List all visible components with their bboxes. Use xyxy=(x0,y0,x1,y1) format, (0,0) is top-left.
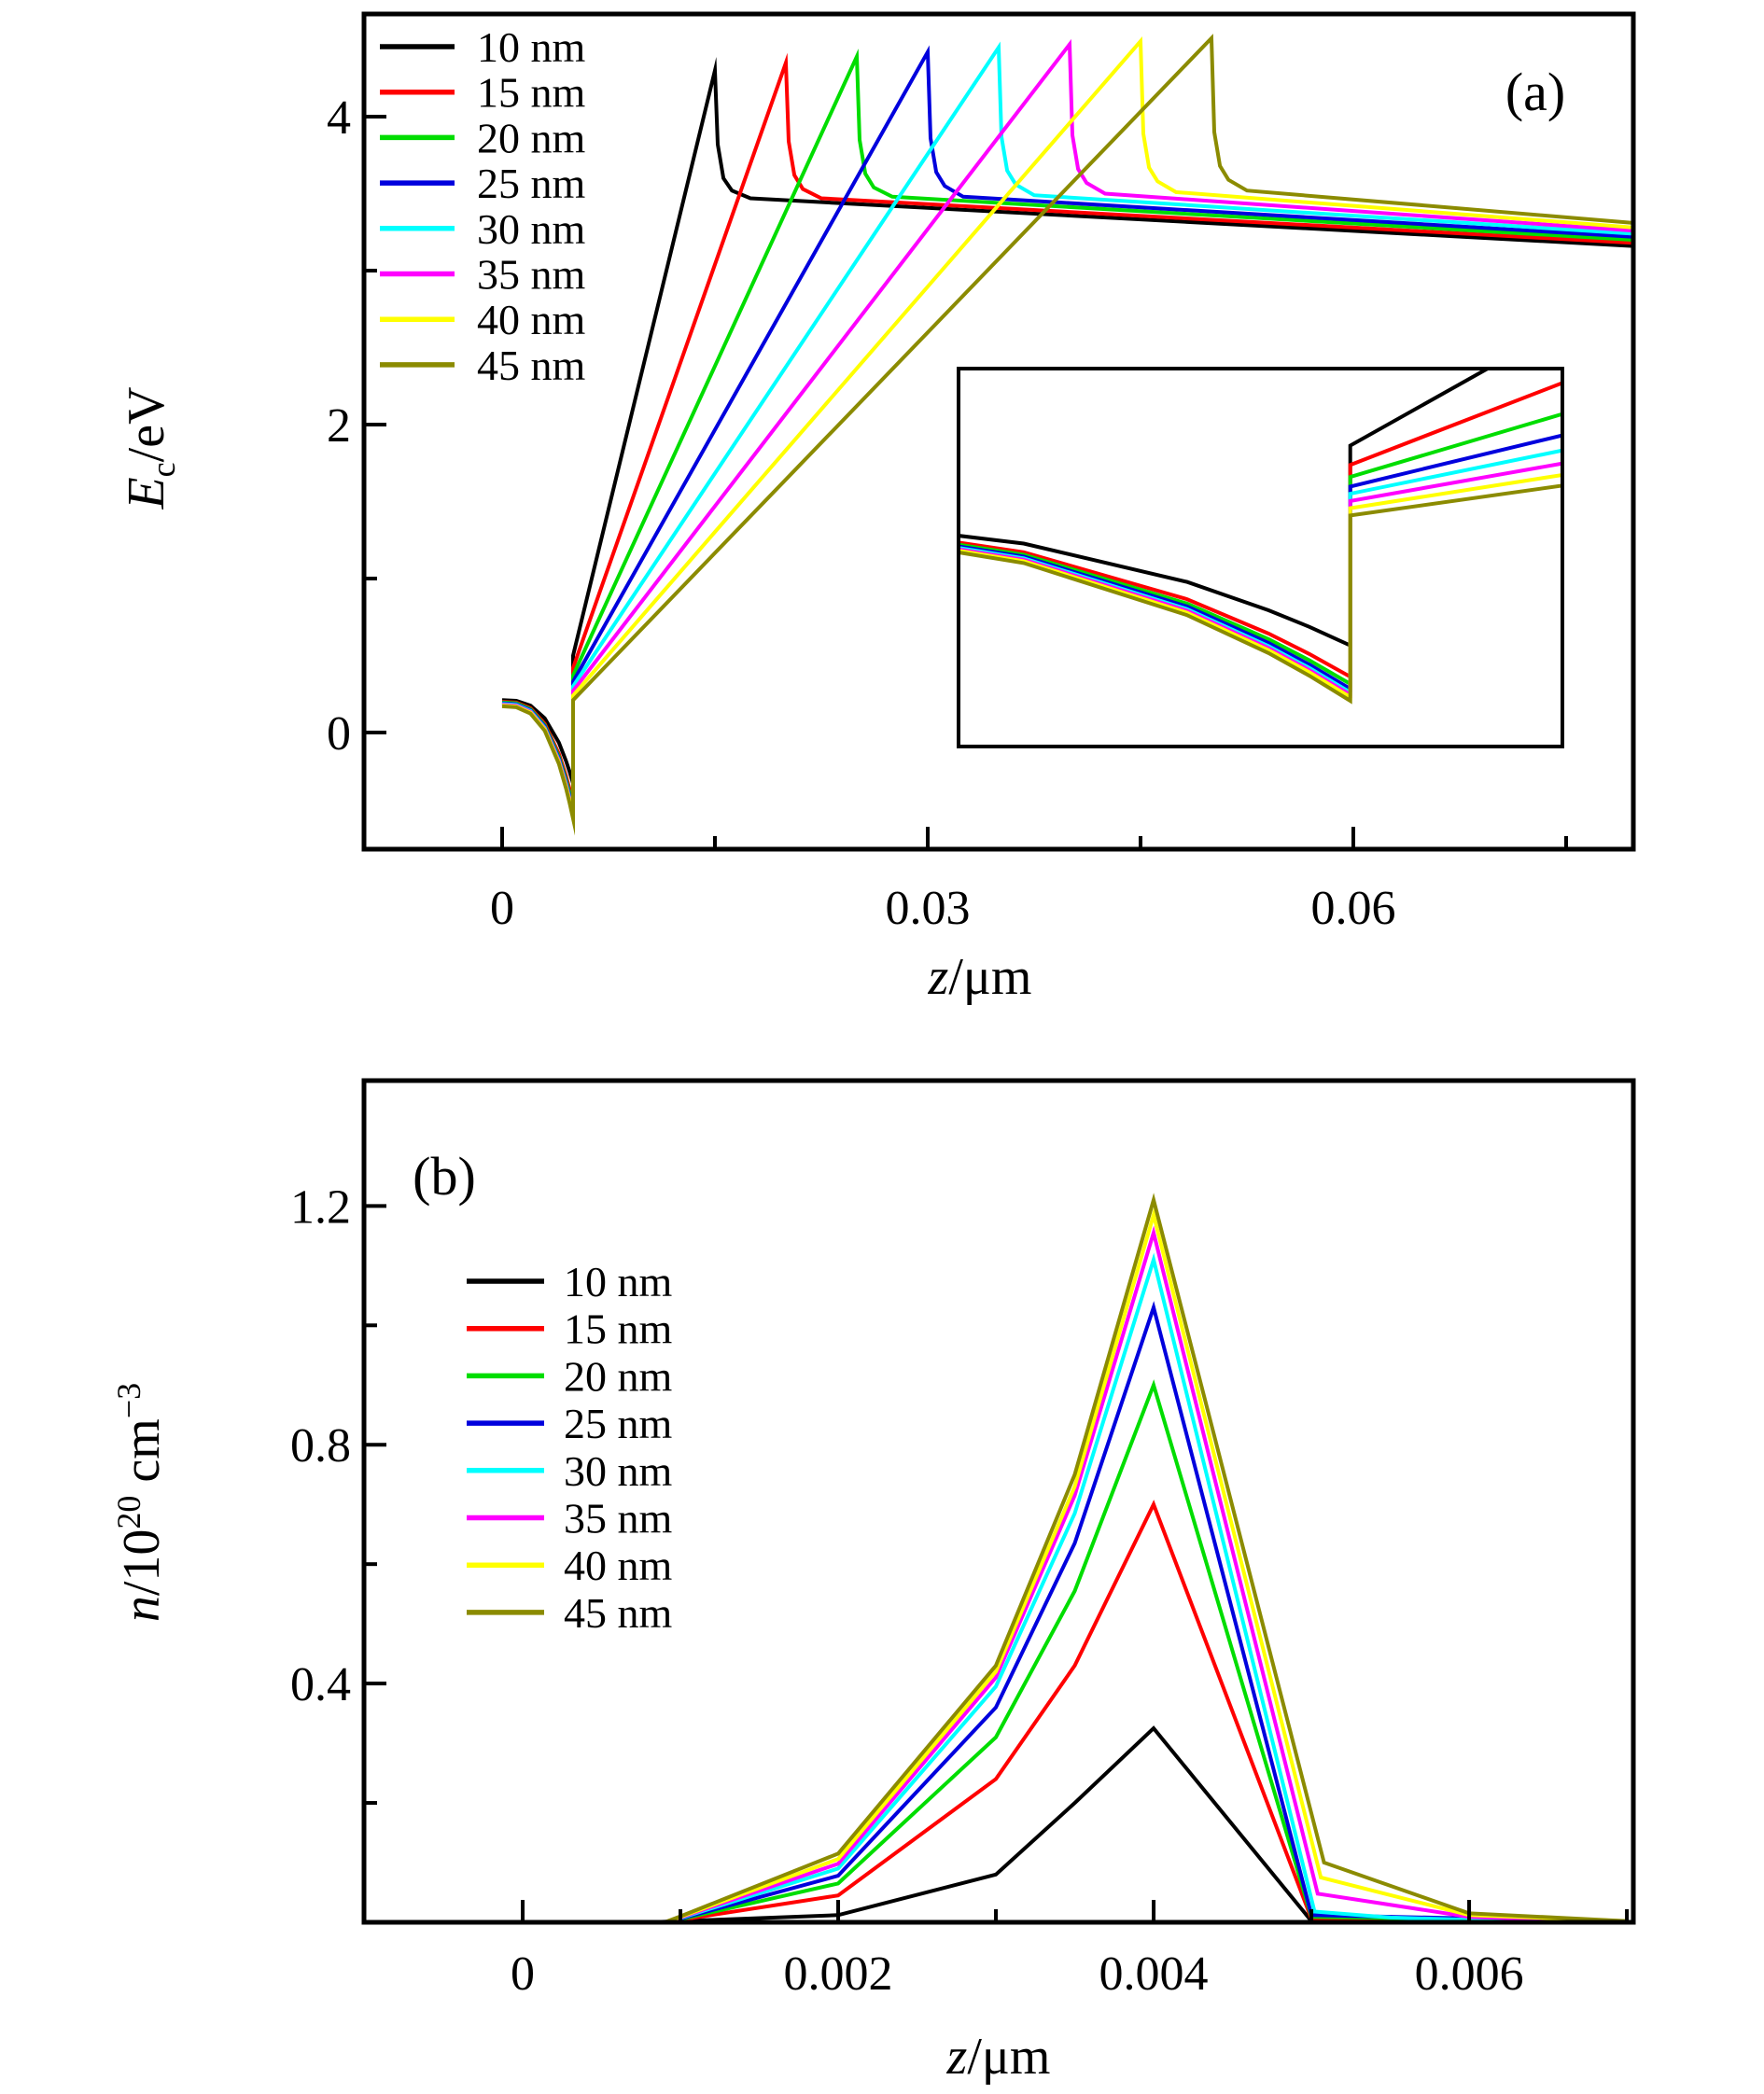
x-tick-label-a: 0.03 xyxy=(886,882,971,935)
x-axis-title-a: z/μm xyxy=(928,948,1032,1006)
legend-label-b-20nm: 20 nm xyxy=(564,1352,673,1400)
inset-border xyxy=(957,367,1564,748)
legend-label-b-25nm: 25 nm xyxy=(564,1400,673,1447)
legend-label-a-40nm: 40 nm xyxy=(477,296,586,343)
inset-background xyxy=(959,369,1562,747)
y-tick-label-a: 4 xyxy=(327,91,351,145)
panel-a-axes: 0 0.03 0.06 0 2 4 xyxy=(327,91,1568,935)
y-axis-title-a: Ec/eV xyxy=(118,386,182,510)
legend-label-b-15nm: 15 nm xyxy=(564,1305,673,1353)
y-tick-label-b: 1.2 xyxy=(290,1180,351,1234)
plot-box-a xyxy=(361,11,1636,852)
series-b-40nm xyxy=(365,1208,1628,1922)
legend-label-b-35nm: 35 nm xyxy=(564,1495,673,1543)
x-axis-title-b: z/μm xyxy=(946,2028,1051,2086)
series-a-45nm xyxy=(501,34,1633,836)
legend-label-b-10nm: 10 nm xyxy=(564,1258,673,1305)
legend-label-a-20nm: 20 nm xyxy=(477,114,586,161)
x-tick-label-b: 0.004 xyxy=(1099,1947,1209,2001)
legend-label-a-35nm: 35 nm xyxy=(477,251,586,299)
inset-curves xyxy=(959,369,1562,705)
series-b-35nm xyxy=(365,1225,1628,1922)
x-tick-label-a: 0.06 xyxy=(1310,882,1395,935)
plot-box-b xyxy=(361,1078,1636,1925)
x-tick-label-a: 0 xyxy=(490,882,514,935)
y-tick-label-b: 0.4 xyxy=(290,1658,351,1711)
legend-label-a-45nm: 45 nm xyxy=(477,342,586,389)
panel-a-curves xyxy=(501,34,1633,836)
x-tick-label-b: 0.006 xyxy=(1415,1947,1524,2001)
series-b-30nm xyxy=(365,1252,1628,1922)
x-tick-label-b: 0.002 xyxy=(784,1947,893,2001)
panel-a-label: (a) xyxy=(1505,62,1565,122)
panel-b-label: (b) xyxy=(413,1146,476,1207)
panel-a-inset xyxy=(957,367,1564,748)
series-b-15nm xyxy=(365,1500,1628,1922)
legend-label-a-25nm: 25 nm xyxy=(477,160,586,207)
y-tick-label-a: 0 xyxy=(327,707,351,761)
legend-label-b-30nm: 30 nm xyxy=(564,1447,673,1495)
panel-b-curves xyxy=(365,1193,1628,1922)
y-tick-label-a: 2 xyxy=(327,399,351,453)
legend-label-a-10nm: 10 nm xyxy=(477,23,586,71)
series-b-10nm xyxy=(365,1725,1628,1922)
y-axis-title-b: n/1020 cm−3 xyxy=(110,1383,171,1622)
x-tick-label-b: 0 xyxy=(511,1947,535,2001)
legend-label-b-40nm: 40 nm xyxy=(564,1542,673,1589)
series-b-25nm xyxy=(365,1301,1628,1922)
series-b-45nm xyxy=(365,1193,1628,1922)
legend-label-b-45nm: 45 nm xyxy=(564,1589,673,1637)
panel-b-axes: 0 0.002 0.004 0.006 0.4 0.8 1.2 xyxy=(290,1180,1630,2001)
y-tick-label-b: 0.8 xyxy=(290,1419,351,1473)
legend-label-a-15nm: 15 nm xyxy=(477,69,586,117)
series-inset-45nm xyxy=(959,483,1562,705)
legend-label-a-30nm: 30 nm xyxy=(477,205,586,253)
series-b-20nm xyxy=(365,1379,1628,1922)
